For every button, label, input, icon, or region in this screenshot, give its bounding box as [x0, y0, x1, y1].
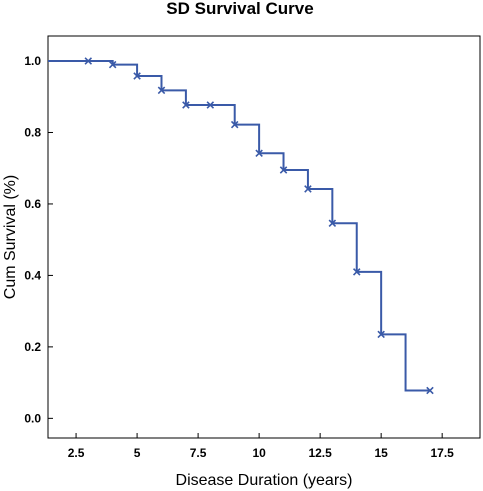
- y-tick-label: 0.2: [24, 340, 41, 354]
- chart-title: SD Survival Curve: [166, 0, 313, 18]
- censor-marker: [328, 219, 337, 228]
- x-tick-label: 12.5: [308, 446, 332, 460]
- x-tick-label: 5: [134, 446, 141, 460]
- x-tick-label: 7.5: [190, 446, 207, 460]
- axis-ticks: 2.5 5 7.5 10 12.5 15 17.5 0.0 0.2 0.4 0.6 0.8 1.0: [24, 54, 454, 460]
- y-tick-label: 1.0: [24, 54, 41, 68]
- y-tick-label: 0.0: [24, 411, 41, 425]
- censor-marker: [84, 57, 93, 65]
- censor-marker: [304, 185, 312, 193]
- survival-step-line: [48, 60, 430, 392]
- censor-marker: [279, 166, 288, 174]
- censor-marker: [182, 101, 190, 109]
- x-tick-label: 15: [374, 446, 388, 460]
- censor-marker: [377, 330, 385, 339]
- censor-marker: [206, 101, 215, 109]
- censor-marker: [133, 72, 141, 80]
- censor-marker: [157, 86, 166, 95]
- plot-area: [47, 35, 481, 439]
- x-tick-label: 2.5: [68, 446, 85, 460]
- y-axis-label: Cum Survival (%): [2, 175, 19, 299]
- censor-marker: [352, 268, 361, 276]
- censor-marker: [255, 149, 263, 157]
- x-tick-label: 10: [252, 446, 266, 460]
- x-axis-label: Disease Duration (years): [176, 472, 353, 489]
- x-tick-label: 17.5: [430, 446, 454, 460]
- censor-marker: [230, 120, 239, 129]
- y-tick-label: 0.4: [24, 268, 41, 282]
- survival-series: [48, 57, 434, 395]
- y-tick-label: 0.6: [24, 197, 41, 211]
- censor-marker: [108, 60, 117, 69]
- y-tick-label: 0.8: [24, 125, 41, 139]
- censor-marker: [426, 386, 434, 395]
